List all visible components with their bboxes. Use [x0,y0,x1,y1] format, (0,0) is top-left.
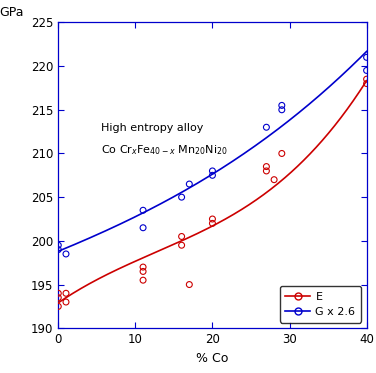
Point [209,172,215,178]
Point [63,299,69,305]
Point [263,168,269,174]
Text: GPa: GPa [0,6,24,19]
Point [140,264,146,270]
Text: High entropy alloy: High entropy alloy [101,123,203,133]
Text: Co Cr$_x$Fe$_{40-x}$ Mn$_{20}$Ni$_{20}$: Co Cr$_x$Fe$_{40-x}$ Mn$_{20}$Ni$_{20}$ [101,143,227,157]
Point [179,233,185,239]
Point [63,251,69,257]
Point [186,181,192,187]
Point [140,277,146,283]
Point [263,124,269,130]
Point [179,242,185,248]
Point [55,303,61,309]
Point [179,194,185,200]
Point [209,216,215,222]
Point [140,269,146,275]
Point [263,164,269,170]
Point [55,295,61,301]
Point [209,168,215,174]
Point [364,76,370,82]
Point [55,290,61,296]
Point [364,68,370,73]
Point [209,220,215,226]
Point [279,107,285,113]
Point [271,177,277,183]
Point [279,103,285,109]
Point [55,242,61,248]
Point [186,282,192,288]
Point [364,54,370,60]
Point [63,290,69,296]
Legend: E, G x 2.6: E, G x 2.6 [280,286,361,323]
Point [364,81,370,87]
Point [140,225,146,231]
Point [55,247,61,253]
Point [140,207,146,213]
X-axis label: % Co: % Co [196,352,229,365]
Point [279,150,285,156]
